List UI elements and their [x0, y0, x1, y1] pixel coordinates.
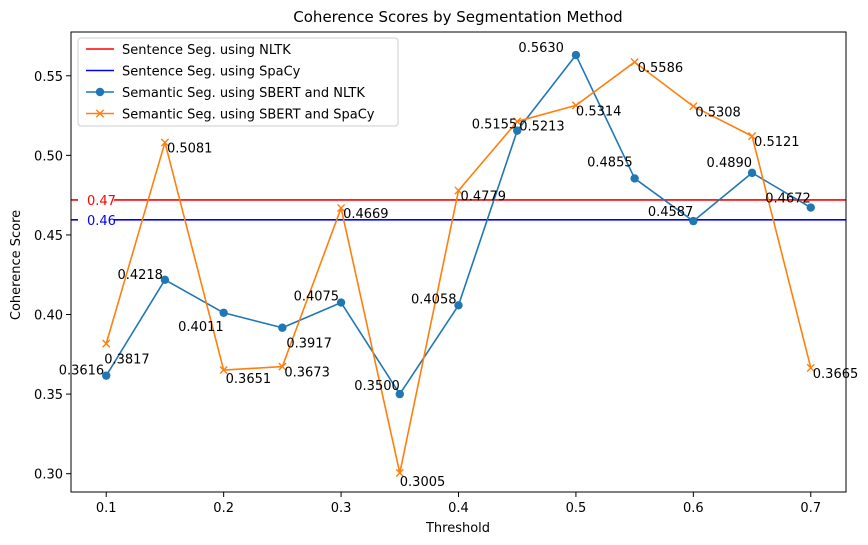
series-1-data-label: 0.4058 — [411, 292, 457, 307]
series-2-point — [454, 186, 463, 195]
hline-value-label: 0.46 — [87, 214, 116, 229]
series-1-data-label: 0.3500 — [354, 379, 400, 394]
series-1-point — [747, 168, 757, 178]
x-marker-stroke — [95, 109, 105, 118]
series-1-data-label: 0.3917 — [286, 337, 332, 352]
series-2-point — [102, 339, 111, 348]
legend-entry-label: Sentence Seg. using NLTK — [122, 43, 291, 58]
y-tick-label: 0.35 — [34, 388, 63, 403]
x-marker-stroke — [689, 102, 698, 111]
series-2-data-label: 0.3005 — [400, 475, 446, 490]
legend-swatch-marker — [95, 109, 105, 118]
x-tick-label: 0.3 — [331, 501, 352, 516]
legend: Sentence Seg. using NLTK Sentence Seg. us… — [77, 37, 399, 127]
hline-label-background — [78, 210, 114, 229]
series-2-point — [806, 363, 815, 372]
series-2-data-label: 0.3673 — [284, 366, 330, 381]
series-2-data-label: 0.5314 — [576, 104, 622, 119]
legend-entry-label: Semantic Seg. using SBERT and SpaCy — [122, 108, 375, 123]
axes: 0.1 0.2 0.3 0.4 0.5 0.6 0.7 0.30 0.35 0.40 0.45 0.5… — [34, 31, 847, 516]
series-2-point — [160, 138, 170, 147]
x-marker-stroke — [395, 468, 404, 477]
series-1-data-label: 0.5630 — [518, 41, 564, 56]
series-lines — [102, 50, 815, 477]
series-2-data-label: 0.5081 — [167, 141, 213, 156]
series-1-point — [571, 50, 581, 60]
series-1-point — [102, 371, 111, 380]
legend-swatch-marker — [95, 87, 105, 97]
series-1-data-label: 0.4075 — [294, 290, 340, 305]
y-axis-label: Coherence Score — [9, 210, 24, 320]
x-marker-stroke — [747, 132, 757, 141]
series-1-data-label: 0.4890 — [707, 156, 753, 171]
series-2-data-label: 0.4669 — [343, 207, 389, 222]
x-tick-label: 0.5 — [566, 501, 587, 516]
y-tick-label: 0.50 — [34, 149, 63, 164]
series-2-point — [630, 57, 639, 67]
y-tick-label: 0.55 — [34, 70, 63, 85]
series-2-data-label: 0.3651 — [226, 372, 272, 387]
x-marker-stroke — [219, 365, 228, 375]
x-marker-stroke — [102, 339, 111, 348]
series-1-data-label: 0.4855 — [587, 155, 633, 170]
series-1-point — [513, 126, 522, 135]
y-tick-label: 0.45 — [34, 229, 63, 244]
x-marker-stroke — [278, 362, 287, 371]
series-1-point — [395, 389, 404, 399]
series-2-point — [571, 101, 581, 110]
x-marker-stroke — [571, 101, 581, 110]
series-1-data-label: 0.4672 — [765, 192, 811, 207]
legend-box — [77, 37, 399, 127]
x-marker-stroke — [336, 203, 346, 213]
series-2-point — [513, 117, 522, 126]
y-tick-label: 0.30 — [34, 468, 63, 483]
x-tick-label: 0.1 — [96, 501, 117, 516]
reference-lines: 0.47 0.46 — [71, 190, 846, 229]
series-2-data-label: 0.5586 — [638, 61, 684, 76]
series-1-point — [630, 174, 639, 183]
series-2-data-label: 0.5121 — [754, 135, 800, 150]
series-1-data-label: 0.4587 — [648, 205, 694, 220]
series-2-point — [336, 203, 346, 213]
series-1-point — [278, 323, 287, 332]
x-axis-label: Threshold — [425, 521, 490, 536]
legend-entry-label: Sentence Seg. using SpaCy — [122, 65, 301, 80]
data-labels: 0.3616 0.4218 0.4011 0.3917 0.4075 0.3500 0.40… — [59, 41, 859, 490]
series-1-point — [806, 203, 815, 212]
hline-value-label: 0.47 — [87, 194, 116, 209]
hline-label-background — [78, 190, 114, 209]
series-1-point — [454, 301, 463, 310]
x-marker-stroke — [630, 57, 639, 67]
x-marker-stroke — [454, 186, 463, 195]
series-1-point — [219, 308, 228, 317]
series-1-data-label: 0.4011 — [178, 320, 224, 335]
series-2-point — [219, 365, 228, 375]
x-tick-label: 0.2 — [213, 501, 234, 516]
x-tick-label: 0.4 — [448, 501, 469, 516]
series-2-data-label: 0.5213 — [519, 119, 565, 134]
series-1-point — [689, 216, 698, 226]
x-marker-stroke — [160, 138, 170, 147]
x-tick-label: 0.7 — [800, 501, 821, 516]
series-2-data-label: 0.3665 — [813, 367, 859, 382]
series-2-data-label: 0.5308 — [695, 105, 741, 120]
x-tick-label: 0.6 — [683, 501, 704, 516]
series-1-data-label: 0.5155 — [472, 118, 518, 133]
series-1-point — [336, 298, 346, 307]
y-tick-label: 0.40 — [34, 309, 63, 324]
chart-title: Coherence Scores by Segmentation Method — [293, 8, 622, 26]
series-2-data-label: 0.4779 — [461, 190, 507, 205]
series-2-point — [747, 132, 757, 141]
x-marker-stroke — [513, 117, 522, 126]
legend-entry-label: Semantic Seg. using SBERT and NLTK — [122, 86, 365, 101]
series-1-data-label: 0.3616 — [59, 364, 105, 379]
x-marker-stroke — [806, 363, 815, 372]
series-1-point — [160, 275, 170, 285]
series-2-point — [278, 362, 287, 371]
series-2-data-label: 0.3817 — [104, 353, 149, 368]
series-1-data-label: 0.4218 — [117, 268, 163, 283]
series-2-point — [395, 468, 404, 477]
series-2-point — [689, 102, 698, 111]
